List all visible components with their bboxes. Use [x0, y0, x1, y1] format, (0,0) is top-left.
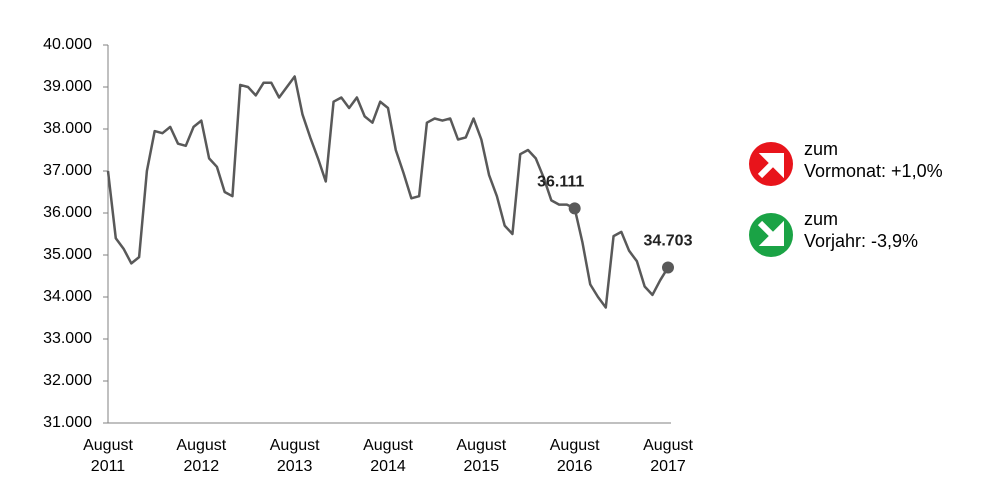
annotation: zum Vorjahr: -3,9% — [804, 209, 919, 251]
y-tick-label: 33.000 — [43, 330, 92, 347]
icon-up — [749, 142, 793, 186]
y-tick-label: 40.000 — [43, 36, 92, 53]
y-tick-label: 35.000 — [43, 246, 92, 263]
x-tick-label: August 2012 — [176, 437, 227, 475]
y-tick-label: 39.000 — [43, 78, 92, 95]
y-tick-label: 38.000 — [43, 120, 92, 137]
point-marker — [662, 261, 674, 274]
x-tick-label: August 2017 — [643, 437, 693, 475]
y-tick-label: 36.000 — [43, 204, 92, 221]
x-tick-label: August 2015 — [456, 437, 507, 475]
data-label: 34.703 — [644, 233, 693, 250]
y-tick-label: 31.000 — [43, 414, 92, 431]
y-tick-label: 34.000 — [43, 288, 92, 305]
data-label: 36.111 — [537, 174, 584, 191]
y-tick-label: 32.000 — [43, 372, 92, 389]
icon-down — [749, 213, 793, 257]
point-marker — [568, 202, 581, 215]
annotation: zum Vormonat: +1,0% — [804, 139, 943, 181]
x-tick-label: August 2013 — [269, 437, 320, 475]
series-line — [106, 75, 670, 309]
y-tick-label: 37.000 — [43, 162, 92, 179]
x-tick-label: August 2016 — [549, 437, 600, 475]
x-tick-label: August 2014 — [363, 437, 413, 475]
x-tick-label: August 2011 — [83, 437, 133, 475]
